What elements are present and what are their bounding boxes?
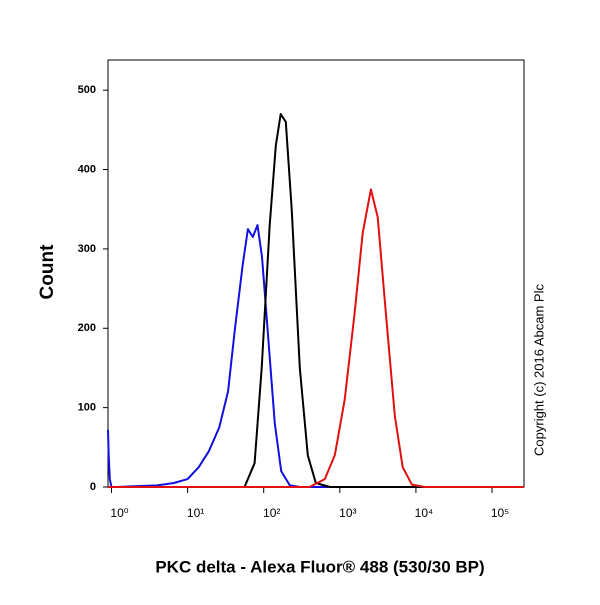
x-tick-label: 10² (263, 506, 280, 520)
plot-frame (107, 59, 525, 488)
x-tick-label: 10¹ (187, 506, 204, 520)
y-tick-label: 400 (78, 163, 96, 175)
x-tick-label: 10⁴ (415, 506, 434, 520)
x-axis-label: PKC delta - Alexa Fluor® 488 (530/30 BP) (155, 557, 484, 576)
series-line (108, 188, 524, 488)
y-tick-label: 200 (78, 322, 96, 334)
y-tick-label: 0 (90, 481, 96, 493)
y-tick-label: 100 (78, 402, 96, 414)
y-tick-label: 500 (78, 84, 96, 96)
y-axis-label: Count (37, 244, 58, 300)
copyright: Copyright (c) 2016 Abcam Plc (531, 284, 546, 456)
x-tick-label: 10³ (339, 506, 356, 520)
series-line (108, 113, 524, 488)
series-line (107, 224, 524, 488)
x-tick-label: 10⁵ (491, 506, 509, 520)
x-tick-label: 10⁰ (110, 506, 128, 520)
y-tick-label: 300 (78, 243, 96, 255)
